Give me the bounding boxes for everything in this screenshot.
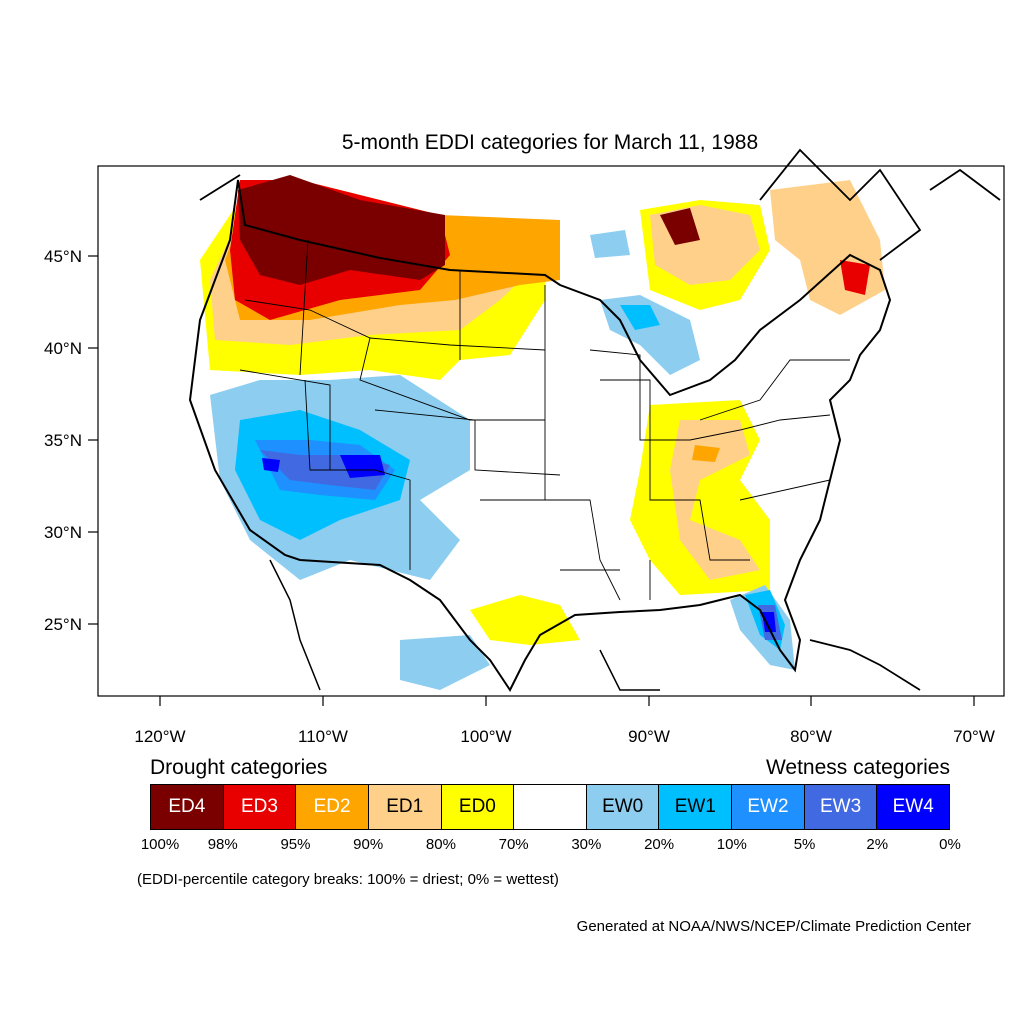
map-title: 5-month EDDI categories for March 11, 19…: [341, 131, 759, 154]
us-outline: [188, 179, 892, 692]
legend-swatch-ed3: ED3: [223, 785, 297, 829]
legend-swatch-ed1: ED1: [368, 785, 442, 829]
legend-break-label: 90%: [353, 836, 384, 853]
lon-ticks: [159, 696, 975, 706]
region-ed4-northeast: [660, 208, 700, 245]
boundaries: [188, 148, 1001, 692]
lat-label: 30°N: [44, 523, 82, 542]
region-ed3-newengland: [840, 260, 870, 295]
lat-label: 25°N: [44, 615, 82, 634]
legend-break-label: 2%: [866, 836, 889, 853]
lon-label: 100°W: [460, 727, 511, 746]
eddi-map: 45°N 40°N 35°N 30°N 25°N 120°W 110°W 100…: [44, 148, 1005, 746]
category-regions: [200, 175, 885, 690]
canada-coast: [199, 148, 1001, 261]
lat-label: 45°N: [44, 247, 82, 266]
legend-swatch-ed0: ED0: [441, 785, 515, 829]
legend-break-label: 100%: [140, 836, 180, 853]
region-ew4-florida: [762, 612, 776, 632]
lon-label: 120°W: [134, 727, 185, 746]
category-note: (EDDI-percentile category breaks: 100% =…: [137, 871, 559, 888]
plot-frame: [97, 165, 1005, 697]
legend-break-label: 98%: [207, 836, 238, 853]
legend-swatch-ew4: EW4: [877, 785, 950, 829]
legend-break-label: 5%: [793, 836, 816, 853]
legend-break-label: 10%: [716, 836, 747, 853]
lat-label: 40°N: [44, 339, 82, 358]
region-ew4-nevada: [262, 458, 280, 472]
mexico-coast: [269, 559, 660, 691]
lon-label: 70°W: [953, 727, 995, 746]
legend-break-label: 95%: [280, 836, 311, 853]
region-ew4-fourcorners: [340, 455, 385, 478]
lon-label: 110°W: [298, 727, 348, 746]
legend-swatch-ew0: EW0: [586, 785, 660, 829]
cuba: [809, 639, 921, 691]
region-ed4-northwest: [238, 175, 445, 285]
drought-categories-title: Drought categories: [150, 756, 328, 779]
legend-swatch-ew1: EW1: [659, 785, 733, 829]
legend-colorbar: ED4 ED3 ED2 ED1 ED0 EW0 EW1 EW2 EW3 EW4: [150, 784, 950, 830]
legend-swatch-ew3: EW3: [804, 785, 878, 829]
lat-ticks: [88, 255, 98, 625]
lon-label: 80°W: [790, 727, 832, 746]
legend-break-label: 0%: [939, 836, 961, 853]
wetness-categories-title: Wetness categories: [765, 756, 950, 779]
legend-breaks: 100% 98% 95% 90% 80% 70% 30% 20% 10% 5% 2% 0%: [0, 836, 1024, 856]
legend-swatch-neutral: [514, 785, 587, 829]
legend-swatch-ew2: EW2: [732, 785, 805, 829]
legend-swatch-ed4: ED4: [151, 785, 224, 829]
lon-label: 90°W: [628, 727, 670, 746]
legend-swatch-ed2: ED2: [296, 785, 369, 829]
legend-break-label: 20%: [644, 836, 675, 853]
region-ew0-greatlakes: [600, 295, 700, 375]
legend-break-label: 80%: [425, 836, 456, 853]
credit-line: Generated at NOAA/NWS/NCEP/Climate Predi…: [576, 918, 971, 935]
region-ew1-greatlakes: [620, 305, 660, 330]
lat-label: 35°N: [44, 431, 82, 450]
region-ed0-texas: [470, 595, 580, 645]
state-lines: [239, 239, 850, 601]
region-ew0-mexico: [400, 635, 490, 690]
region-ed1-newengland: [770, 180, 885, 315]
region-ed2-ohio: [692, 445, 720, 462]
legend-break-label: 70%: [498, 836, 529, 853]
region-ew0-ontario: [590, 230, 630, 258]
legend-break-label: 30%: [571, 836, 602, 853]
